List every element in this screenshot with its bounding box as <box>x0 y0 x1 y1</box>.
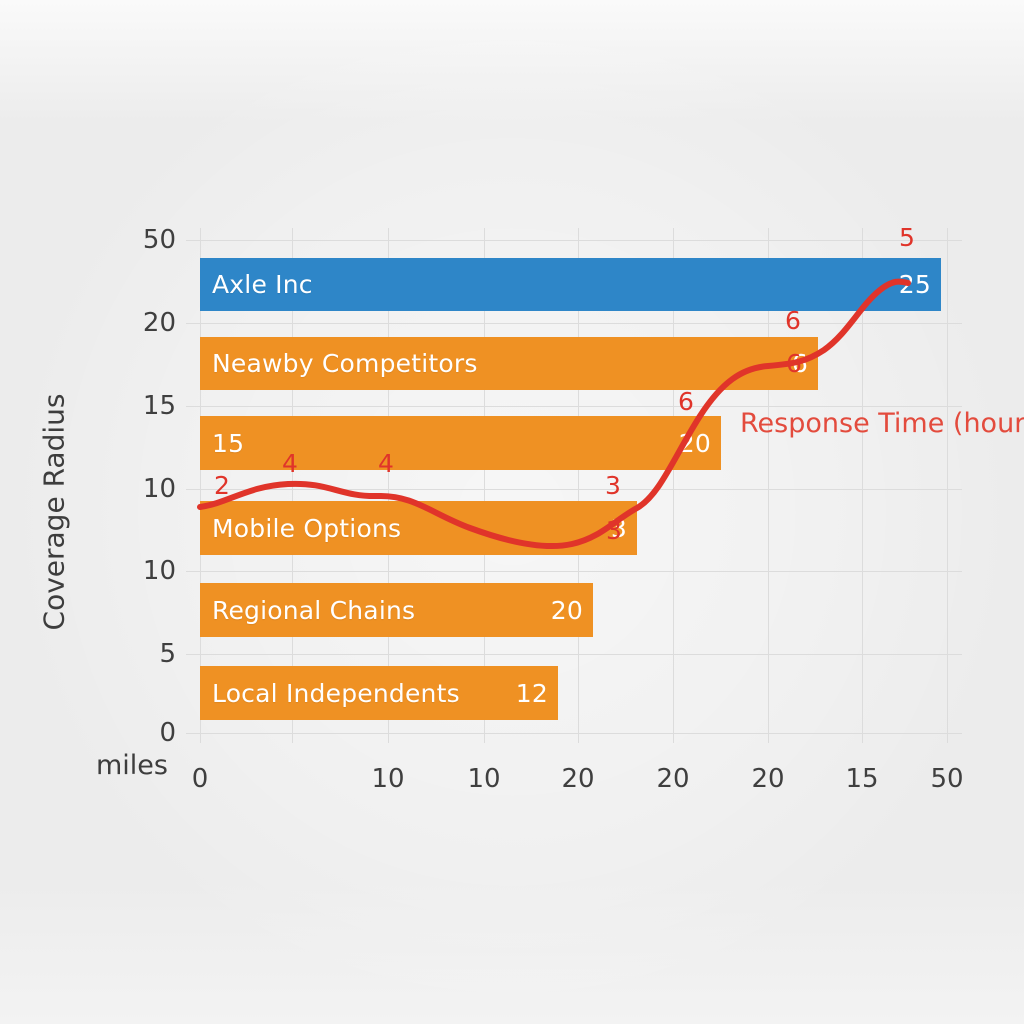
bar[interactable]: Axle Inc 25 <box>200 258 941 311</box>
line-point-label: 6 <box>785 306 801 335</box>
bar-category-label: Neawby Competitors <box>212 349 478 378</box>
bar[interactable]: Neawby Competitors 6 <box>200 337 818 390</box>
y-tick-label: 10 <box>142 556 176 586</box>
x-tick-label: 10 <box>371 764 405 794</box>
line-point-label: 3 <box>605 471 621 500</box>
x-tick-label: 0 <box>191 764 209 794</box>
line-point-label: 4 <box>378 449 394 478</box>
y-tick-label: 10 <box>142 474 176 504</box>
x-tick-label: 20 <box>561 764 595 794</box>
gridline-horizontal <box>186 733 962 734</box>
bar-category-label: 15 <box>212 428 245 458</box>
gridline-horizontal <box>186 323 962 324</box>
bar-value-label: 25 <box>898 270 931 299</box>
bar-value-label: 12 <box>515 678 548 708</box>
gridline-horizontal <box>186 406 962 407</box>
y-tick-label: 20 <box>142 308 176 338</box>
line-point-label: 3 <box>606 516 622 545</box>
y-tick-label: 0 <box>159 718 176 748</box>
bar-value-label: 20 <box>678 428 711 458</box>
x-tick-label: 20 <box>751 764 785 794</box>
line-point-label: 2 <box>214 471 230 500</box>
y-tick-label: 15 <box>142 391 176 421</box>
bar[interactable]: Regional Chains 20 <box>200 583 593 637</box>
bar[interactable]: Local Independents 12 <box>200 666 558 720</box>
bar-category-label: Local Independents <box>212 678 460 708</box>
x-tick-label: 50 <box>930 764 964 794</box>
gridline-vertical <box>947 228 948 743</box>
line-point-label: 6 <box>786 349 802 378</box>
x-tick-label: 15 <box>845 764 879 794</box>
x-tick-label: 10 <box>467 764 501 794</box>
line-point-label: 6 <box>678 387 694 416</box>
line-point-label: 4 <box>282 449 298 478</box>
gridline-horizontal <box>186 489 962 490</box>
bar[interactable]: Mobile Options 3 <box>200 501 637 555</box>
y-tick-label: 5 <box>159 639 176 669</box>
y-axis-title-wrap: Coverage Radius <box>38 0 71 1024</box>
bar-category-label: Axle Inc <box>212 270 313 299</box>
line-series-label: Response Time (hours) <box>740 408 1024 439</box>
y-tick-label: 50 <box>142 225 176 255</box>
gridline-horizontal <box>186 654 962 655</box>
y-axis-title: Coverage Radius <box>37 393 71 631</box>
line-point-label: 5 <box>899 223 915 252</box>
gridline-horizontal <box>186 240 962 241</box>
bar[interactable]: 15 20 <box>200 416 721 470</box>
bar-category-label: Mobile Options <box>212 513 402 543</box>
gridline-horizontal <box>186 571 962 572</box>
x-tick-label: 20 <box>656 764 690 794</box>
bar-category-label: Regional Chains <box>212 595 416 625</box>
bar-value-label: 20 <box>550 595 583 625</box>
x-axis-unit-label: miles <box>96 750 168 781</box>
